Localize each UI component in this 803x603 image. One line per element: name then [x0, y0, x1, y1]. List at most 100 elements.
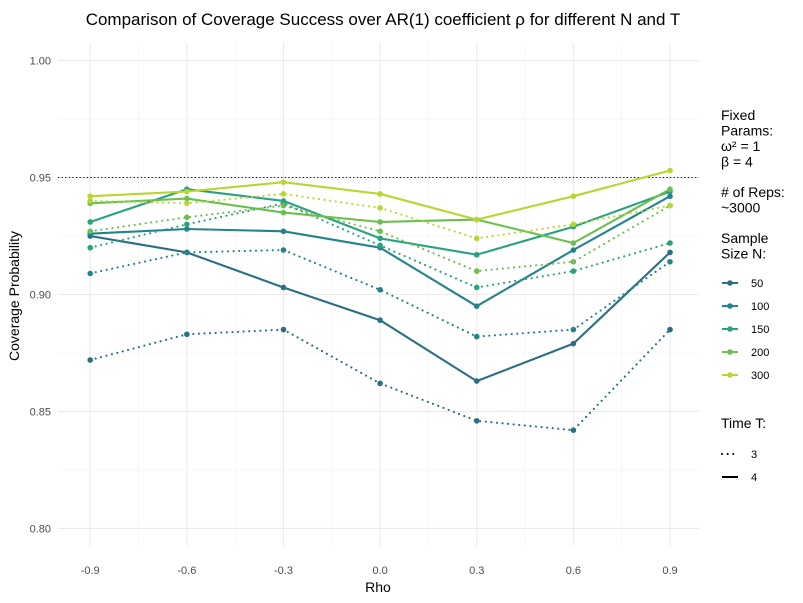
data-point [473, 251, 480, 258]
legend-key-label: 4 [751, 472, 757, 484]
data-point [377, 317, 383, 324]
x-axis-title: Rho [365, 579, 391, 595]
data-point [87, 228, 94, 235]
data-point [667, 186, 673, 193]
legend-key-label: 100 [751, 301, 769, 313]
data-point [184, 221, 190, 228]
data-point [184, 214, 190, 221]
legend-fixed-params: ω² = 1 [721, 138, 761, 154]
legend-key-point [727, 349, 733, 355]
series-N300-T3 [87, 191, 673, 242]
data-point [87, 270, 94, 277]
x-tick-label: 0.3 [469, 565, 484, 577]
series-N50-T3 [87, 326, 673, 433]
legend-fixed-params: Params: [721, 123, 773, 139]
x-tick-label: -0.9 [81, 565, 100, 577]
legend-sample-size-title: Size N: [721, 246, 766, 262]
legend-item-N200: 200 [722, 347, 769, 359]
data-point [570, 427, 577, 433]
data-point [87, 357, 94, 363]
legend-key-label: 3 [751, 449, 757, 461]
legend-key-label: 150 [751, 324, 769, 336]
data-point [473, 303, 480, 309]
legend-item-N50: 50 [722, 278, 763, 290]
data-point [377, 287, 383, 293]
data-point [570, 258, 577, 265]
legend-item-N100: 100 [722, 301, 769, 313]
data-point [667, 202, 673, 209]
legend-key-point [727, 372, 733, 378]
data-point [570, 268, 577, 274]
data-point [667, 240, 673, 246]
data-point [184, 195, 190, 202]
data-point [87, 193, 94, 200]
data-point [280, 228, 287, 235]
data-point [87, 198, 94, 204]
x-tick-label: 0.0 [372, 565, 387, 577]
legend-fixed-params: β = 4 [721, 154, 753, 170]
data-point [667, 193, 673, 200]
data-point [184, 331, 190, 338]
data-point [570, 193, 577, 200]
data-point [377, 228, 383, 235]
x-tick-label: -0.6 [177, 565, 196, 577]
series-N100-T3 [87, 247, 673, 340]
series-N200-T3 [87, 202, 673, 274]
legend-sample-size-title: Sample [721, 230, 769, 246]
y-tick-label: 0.85 [30, 406, 51, 418]
chart-title: Comparison of Coverage Success over AR(1… [86, 10, 681, 29]
data-point [280, 202, 287, 209]
data-point [377, 205, 383, 211]
legend-key-label: 50 [751, 278, 763, 290]
data-point [184, 226, 190, 232]
legend-key-point [727, 326, 733, 332]
data-point [280, 198, 287, 204]
data-point [473, 284, 480, 291]
legend-fixed-params: Fixed [721, 107, 755, 123]
y-tick-label: 0.90 [30, 290, 51, 302]
data-point [377, 380, 383, 387]
data-point [377, 191, 383, 197]
legend-reps: ~3000 [721, 200, 761, 216]
legend-key-point [727, 303, 733, 309]
data-point [280, 191, 287, 197]
legend-time-title: Time T: [721, 415, 766, 431]
data-point [667, 326, 673, 333]
data-point [667, 249, 673, 256]
data-point [184, 188, 190, 195]
legend-item-T4: 4 [722, 472, 757, 484]
data-point [473, 216, 480, 223]
series-group [87, 167, 673, 433]
data-point [570, 326, 577, 333]
data-point [473, 333, 480, 340]
data-point [377, 242, 383, 249]
data-point [280, 326, 287, 333]
legend-item-N150: 150 [722, 324, 769, 336]
data-point [87, 244, 94, 251]
data-point [667, 258, 673, 265]
legend-key-point [727, 280, 733, 286]
data-point [667, 167, 673, 174]
data-point [473, 268, 480, 274]
y-tick-label: 0.80 [30, 523, 51, 535]
data-point [570, 340, 577, 347]
x-tick-label: 0.6 [566, 565, 581, 577]
data-point [473, 378, 480, 384]
data-point [280, 179, 287, 186]
data-point [280, 247, 287, 253]
legend-item-T3: 3 [721, 449, 757, 461]
data-point [280, 209, 287, 216]
y-tick-label: 0.95 [30, 173, 51, 185]
legend-item-N300: 300 [722, 370, 769, 382]
data-point [184, 200, 190, 207]
data-point [570, 247, 577, 253]
y-axis-title: Coverage Probability [6, 231, 22, 361]
data-point [570, 240, 577, 246]
data-point [473, 418, 480, 424]
data-point [473, 235, 480, 242]
x-tick-label: 0.9 [662, 565, 677, 577]
legend-key-label: 300 [751, 370, 769, 382]
data-point [377, 219, 383, 225]
